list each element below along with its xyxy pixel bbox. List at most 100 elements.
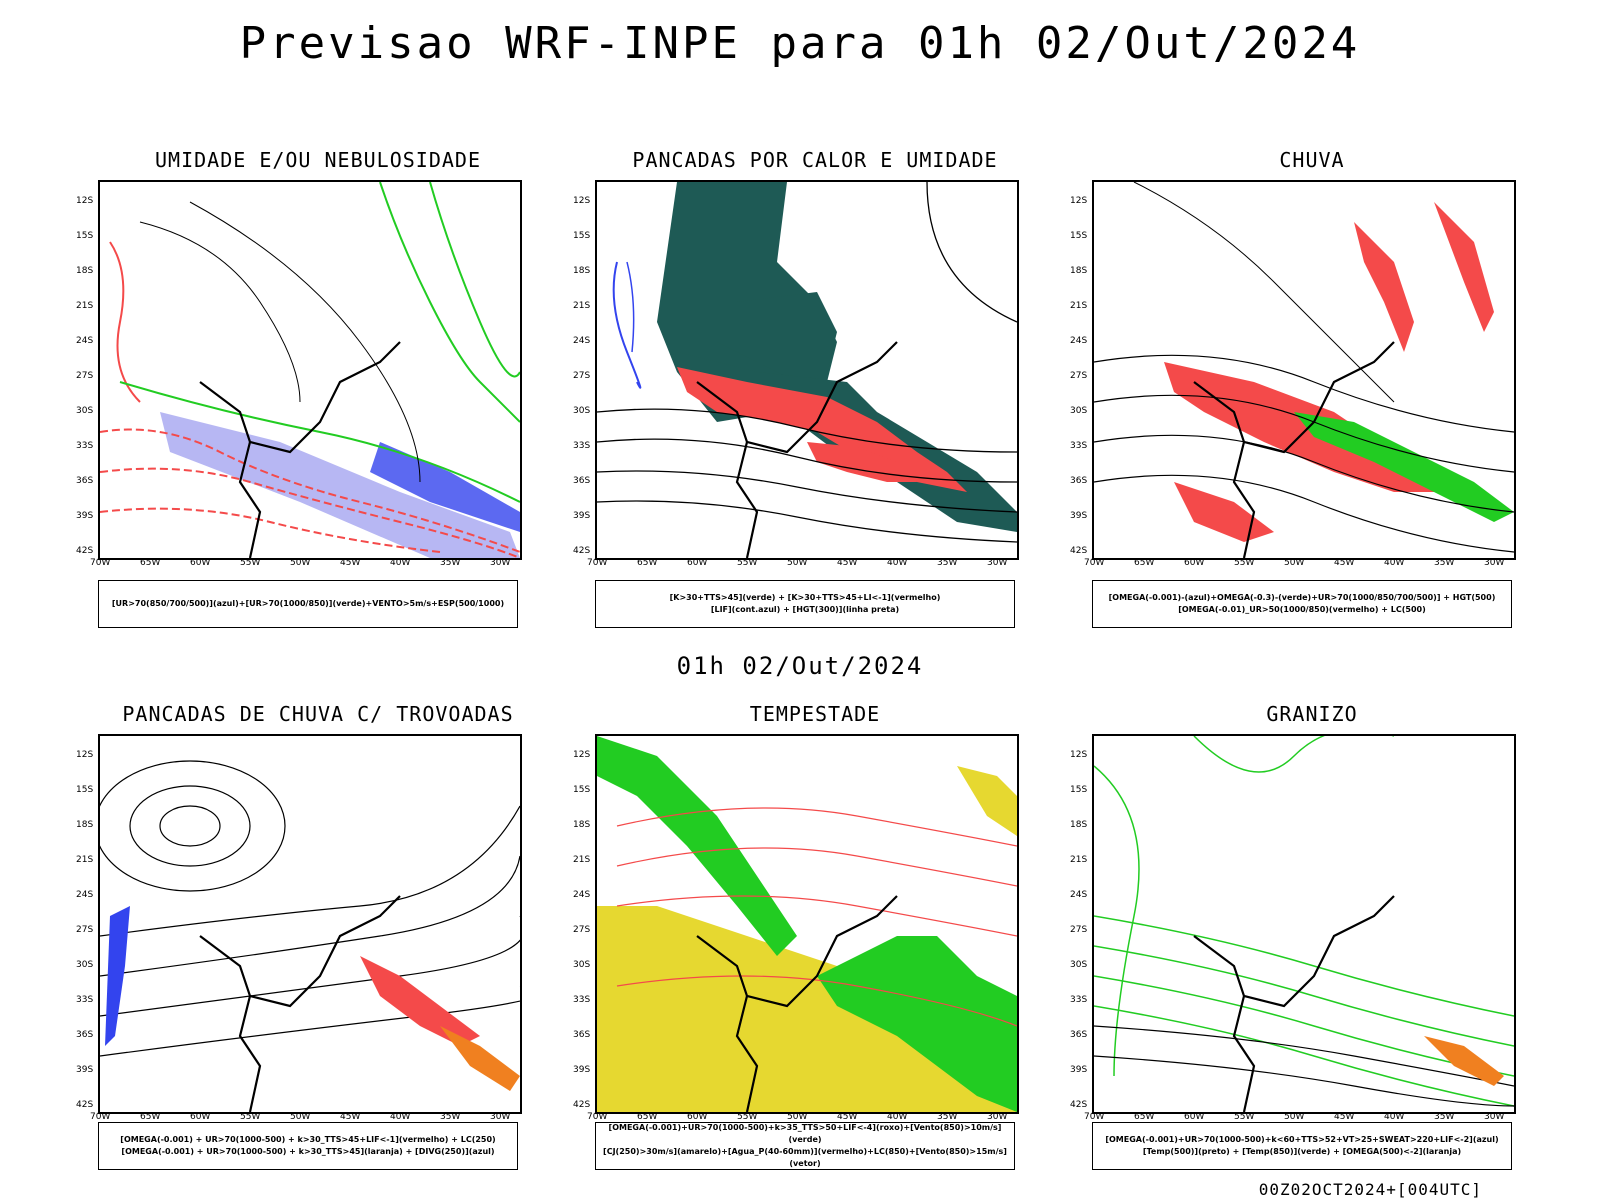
lon-tick-label: 65W xyxy=(1134,1112,1155,1122)
map-umidade[interactable] xyxy=(98,180,522,560)
lat-tick-label: 12S xyxy=(1070,196,1088,206)
lon-tick-label: 70W xyxy=(90,1112,111,1122)
legend-line-1: [UR>70(850/700/500)](azul)+[UR>70(1000/8… xyxy=(111,599,505,608)
lon-tick-label: 50W xyxy=(787,558,808,568)
lon-tick-label: 40W xyxy=(390,558,411,568)
panel-title: GRANIZO xyxy=(1266,702,1358,726)
lat-tick-label: 42S xyxy=(573,546,591,556)
lat-tick-label: 39S xyxy=(76,511,94,521)
lon-tick-label: 30W xyxy=(987,558,1008,568)
legend-line-2: [LIF](cont.azul) + [HGT(300)](linha pret… xyxy=(710,605,900,614)
lon-tick-label: 50W xyxy=(1284,1112,1305,1122)
lon-tick-label: 65W xyxy=(637,1112,658,1122)
lon-tick-label: 35W xyxy=(937,558,958,568)
panel-granizo: GRANIZO [OMEGA(-0.001)+UR>70(1000-500)+k… xyxy=(1072,702,1552,1182)
lat-tick-label: 24S xyxy=(573,336,591,346)
lat-tick-label: 30S xyxy=(1070,406,1088,416)
lat-tick-label: 24S xyxy=(573,890,591,900)
lon-tick-label: 55W xyxy=(737,1112,758,1122)
map-pancadas-trovoadas[interactable] xyxy=(98,734,522,1114)
lat-tick-label: 21S xyxy=(1070,855,1088,865)
lat-tick-label: 15S xyxy=(573,785,591,795)
lat-tick-label: 33S xyxy=(573,995,591,1005)
lat-tick-label: 42S xyxy=(76,1100,94,1110)
lon-tick-label: 70W xyxy=(587,558,608,568)
lat-tick-label: 33S xyxy=(1070,995,1088,1005)
lon-tick-label: 35W xyxy=(937,1112,958,1122)
lat-tick-label: 27S xyxy=(573,371,591,381)
legend-chuva: [OMEGA(-0.001)-(azul)+OMEGA(-0.3)-(verde… xyxy=(1092,580,1512,628)
lon-tick-label: 40W xyxy=(887,558,908,568)
legend-umidade: [UR>70(850/700/500)](azul)+[UR>70(1000/8… xyxy=(98,580,518,628)
lon-tick-label: 35W xyxy=(1434,558,1455,568)
lat-tick-label: 21S xyxy=(76,855,94,865)
forecast-time-label: 01h 02/Out/2024 xyxy=(676,652,924,680)
lat-tick-label: 33S xyxy=(76,995,94,1005)
lon-tick-label: 35W xyxy=(440,558,461,568)
map-chuva[interactable] xyxy=(1092,180,1516,560)
lat-tick-label: 18S xyxy=(573,266,591,276)
lon-tick-label: 65W xyxy=(140,558,161,568)
lon-tick-label: 55W xyxy=(1234,1112,1255,1122)
lat-tick-label: 18S xyxy=(76,820,94,830)
lon-tick-label: 65W xyxy=(1134,558,1155,568)
lon-tick-label: 40W xyxy=(390,1112,411,1122)
panel-umidade: UMIDADE E/OU NEBULOSIDADE [UR>70(850/700… xyxy=(78,148,558,628)
lon-tick-label: 50W xyxy=(290,1112,311,1122)
lat-tick-label: 24S xyxy=(1070,336,1088,346)
lat-tick-label: 33S xyxy=(1070,441,1088,451)
legend-granizo: [OMEGA(-0.001)+UR>70(1000-500)+k<60+TTS>… xyxy=(1092,1122,1512,1170)
lon-tick-label: 60W xyxy=(687,1112,708,1122)
lon-tick-label: 60W xyxy=(687,558,708,568)
lon-tick-label: 45W xyxy=(837,1112,858,1122)
lon-tick-label: 55W xyxy=(1234,558,1255,568)
lat-tick-label: 36S xyxy=(1070,476,1088,486)
lat-tick-label: 30S xyxy=(76,960,94,970)
legend-line-1: [OMEGA(-0.001)+UR>70(1000-500)+k>35_TTS>… xyxy=(608,1123,1002,1144)
lat-tick-label: 39S xyxy=(573,1065,591,1075)
lat-tick-label: 36S xyxy=(76,1030,94,1040)
legend-line-2: [OMEGA(-0.001) + UR>70(1000-500) + k>30_… xyxy=(121,1147,495,1156)
lon-tick-label: 70W xyxy=(587,1112,608,1122)
lon-tick-label: 55W xyxy=(240,1112,261,1122)
lat-tick-label: 33S xyxy=(76,441,94,451)
legend-line-2: [CJ(250)>30m/s](amarelo)+[Agua_P(40-60mm… xyxy=(603,1147,1007,1168)
lon-tick-label: 60W xyxy=(190,558,211,568)
lat-tick-label: 39S xyxy=(1070,511,1088,521)
legend-pancadas-calor: [K>30+TTS>45](verde) + [K>30+TTS>45+LI<-… xyxy=(595,580,1015,628)
lon-tick-label: 35W xyxy=(440,1112,461,1122)
map-tempestade[interactable] xyxy=(595,734,1019,1114)
map-pancadas-calor[interactable] xyxy=(595,180,1019,560)
lat-tick-label: 42S xyxy=(1070,546,1088,556)
run-info-footer: 00Z02OCT2024+[004UTC] xyxy=(1258,1180,1482,1199)
lon-tick-label: 60W xyxy=(1184,1112,1205,1122)
lon-tick-label: 45W xyxy=(340,558,361,568)
panel-tempestade: TEMPESTADE [OMEGA(-0.001)+UR>70(1000-500… xyxy=(575,702,1055,1182)
legend-line-1: [OMEGA(-0.001)+UR>70(1000-500)+k<60+TTS>… xyxy=(1105,1135,1499,1144)
lat-tick-label: 30S xyxy=(573,960,591,970)
lon-tick-label: 45W xyxy=(1334,1112,1355,1122)
legend-line-1: [OMEGA(-0.001)-(azul)+OMEGA(-0.3)-(verde… xyxy=(1108,593,1496,602)
lon-tick-label: 70W xyxy=(90,558,111,568)
legend-line-1: [OMEGA(-0.001) + UR>70(1000-500) + k>30_… xyxy=(120,1135,496,1144)
lat-tick-label: 36S xyxy=(76,476,94,486)
legend-line-1: [K>30+TTS>45](verde) + [K>30+TTS>45+LI<-… xyxy=(669,593,941,602)
lat-tick-label: 21S xyxy=(573,301,591,311)
lat-tick-label: 12S xyxy=(76,750,94,760)
lon-tick-label: 55W xyxy=(737,558,758,568)
panel-title: CHUVA xyxy=(1279,148,1345,172)
page-title: Previsao WRF-INPE para 01h 02/Out/2024 xyxy=(239,18,1361,69)
lon-tick-label: 65W xyxy=(140,1112,161,1122)
lon-tick-label: 60W xyxy=(190,1112,211,1122)
lon-tick-label: 30W xyxy=(987,1112,1008,1122)
lon-tick-label: 45W xyxy=(340,1112,361,1122)
lat-tick-label: 15S xyxy=(76,231,94,241)
map-granizo[interactable] xyxy=(1092,734,1516,1114)
lon-tick-label: 35W xyxy=(1434,1112,1455,1122)
legend-line-2: [OMEGA(-0.01)_UR>50(1000/850)(vermelho) … xyxy=(1178,605,1426,614)
lat-tick-label: 39S xyxy=(1070,1065,1088,1075)
panel-pancadas-trovoadas: PANCADAS DE CHUVA C/ TROVOADAS [OMEGA(-0… xyxy=(78,702,558,1182)
panel-pancadas-calor: PANCADAS POR CALOR E UMIDADE [K>30+TTS>4… xyxy=(575,148,1055,628)
lat-tick-label: 15S xyxy=(1070,785,1088,795)
lat-tick-label: 27S xyxy=(573,925,591,935)
